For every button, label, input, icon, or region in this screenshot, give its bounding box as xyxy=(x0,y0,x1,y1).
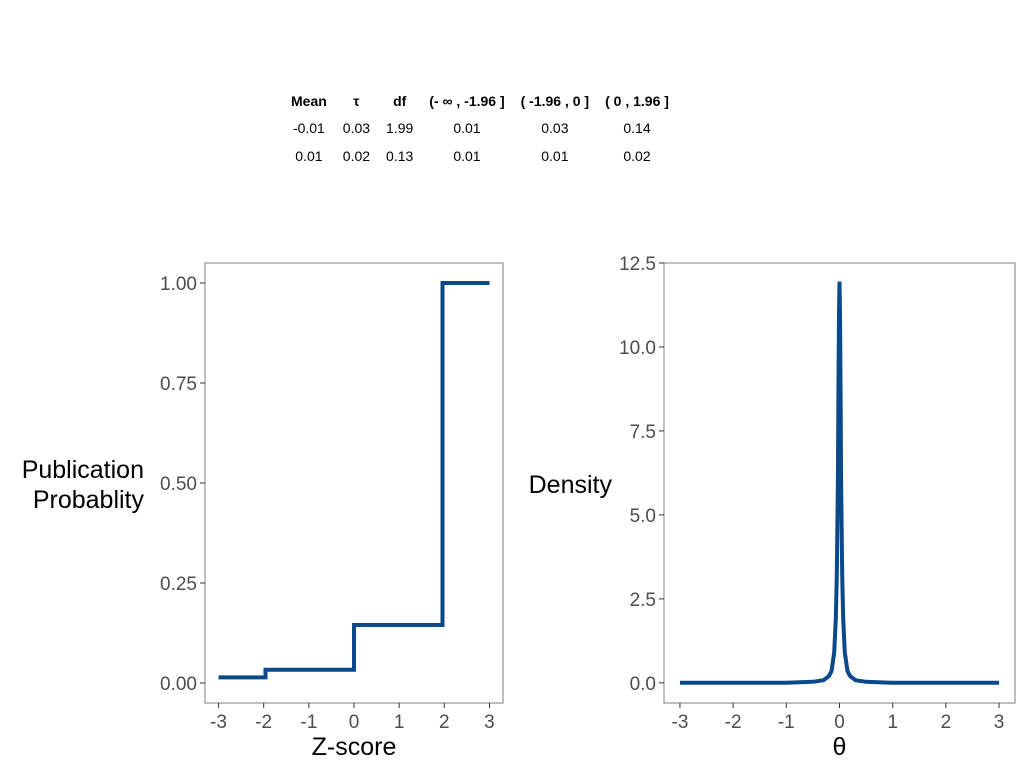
x-tick-label: 3 xyxy=(484,712,495,733)
y-tick-label: 10.0 xyxy=(619,338,656,359)
table-cell: 0.03 xyxy=(541,120,569,136)
y-tick-label: 0.00 xyxy=(160,674,197,695)
header-interval-3: ( 0 , 1.96 ] xyxy=(605,93,669,109)
table-cell: 0.01 xyxy=(541,148,569,164)
chart-panel-2: 0.0 2.5 5.0 7.5 10.0 12.5 -3 -2 -1 0 1 2 3 θ Density xyxy=(529,254,1016,761)
header-interval-1: (- ∞ , -1.96 ] xyxy=(429,93,505,109)
header-interval-2: ( -1.96 , 0 ] xyxy=(520,93,590,109)
y-tick-label: 0.75 xyxy=(160,374,197,395)
y-tick-label: 0.0 xyxy=(630,674,656,695)
header-tau: τ xyxy=(353,93,360,109)
x-tick-label: -3 xyxy=(672,712,689,733)
y-axis-title-line: Density xyxy=(529,471,613,499)
x-tick-label: 0 xyxy=(834,712,845,733)
x-tick-label: -2 xyxy=(725,712,742,733)
x-tick-label: 0 xyxy=(349,712,360,733)
table-cell: 0.02 xyxy=(342,148,371,164)
table-cell: 0.01 xyxy=(453,120,481,136)
y-axis-title-line: Publication xyxy=(22,456,144,484)
header-mean: Mean xyxy=(291,93,327,109)
x-tick-label: -1 xyxy=(300,712,317,733)
header-df: df xyxy=(393,93,407,109)
table-cell: 0.01 xyxy=(453,148,481,164)
x-tick-label: -3 xyxy=(210,712,227,733)
table-cell: 0.01 xyxy=(295,148,323,164)
x-tick-label: -2 xyxy=(255,712,272,733)
table-cell: 0.02 xyxy=(623,148,651,164)
x-axis-title: Z-score xyxy=(312,733,397,761)
x-tick-label: 2 xyxy=(439,712,450,733)
y-axis-title: Publication Probablity xyxy=(22,456,145,514)
table-cell: 1.99 xyxy=(386,120,414,136)
table-cell: 0.13 xyxy=(386,148,414,164)
y-tick-label: 1.00 xyxy=(160,274,197,295)
x-tick-label: 1 xyxy=(887,712,898,733)
table-row: 0.01 0.02 0.13 0.01 0.01 0.02 xyxy=(283,142,677,170)
y-tick-label: 2.5 xyxy=(630,590,656,611)
table-row: -0.01 0.03 1.99 0.01 0.03 0.14 xyxy=(283,114,677,142)
series-line xyxy=(680,281,999,685)
summary-table: Mean τ df (- ∞ , -1.96 ] ( -1.96 , 0 ] (… xyxy=(283,88,677,170)
x-axis-title: θ xyxy=(833,733,847,761)
y-tick-label: 5.0 xyxy=(630,506,656,527)
y-tick-label: 12.5 xyxy=(619,254,656,275)
chart-panel-1: 0.00 0.25 0.50 0.75 1.00 -3 -2 -1 0 1 2 3 Z-score Pub… xyxy=(22,262,504,761)
x-tick-label: 1 xyxy=(394,712,405,733)
table-cell: -0.01 xyxy=(292,120,325,136)
y-axis-title-line: Probablity xyxy=(33,486,145,514)
table-header-row: Mean τ df (- ∞ , -1.96 ] ( -1.96 , 0 ] (… xyxy=(283,88,677,114)
y-axis-title: Density xyxy=(529,471,613,499)
x-tick-label: -1 xyxy=(778,712,795,733)
table-cell: 0.03 xyxy=(342,120,371,136)
y-tick-label: 0.25 xyxy=(160,574,197,595)
table-cell: 0.14 xyxy=(623,120,651,136)
series-line xyxy=(218,281,490,680)
x-tick-label: 2 xyxy=(941,712,952,733)
y-tick-label: 0.50 xyxy=(160,474,197,495)
x-tick-label: 3 xyxy=(994,712,1005,733)
y-tick-label: 7.5 xyxy=(630,422,656,443)
